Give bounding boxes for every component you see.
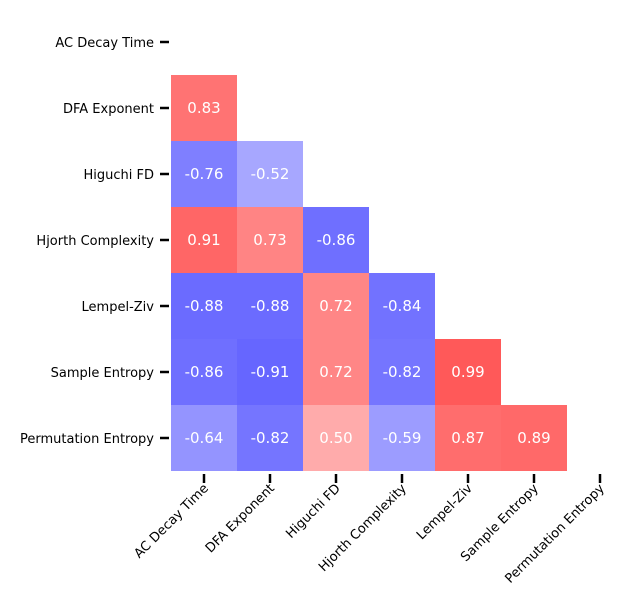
cell-value-label: -0.82 bbox=[383, 363, 422, 381]
cell-value-label: 0.91 bbox=[187, 231, 220, 249]
y-tick-label-ac-decay-time: AC Decay Time bbox=[55, 36, 154, 51]
heatmap-cell-higuchi-fd-vs-ac-decay-time bbox=[171, 141, 237, 207]
y-tick-label-dfa-exponent: DFA Exponent bbox=[63, 102, 154, 117]
cell-value-label: -0.88 bbox=[251, 297, 290, 315]
cell-value-label: 0.99 bbox=[451, 363, 484, 381]
x-tick-label-lempel-ziv: Lempel-Ziv bbox=[414, 481, 476, 543]
heatmap-cell-permutation-entropy-vs-lempel-ziv bbox=[435, 405, 501, 471]
heatmap-cell-permutation-entropy-vs-dfa-exponent bbox=[237, 405, 303, 471]
cell-value-label: -0.84 bbox=[383, 297, 422, 315]
heatmap-cell-permutation-entropy-vs-sample-entropy bbox=[501, 405, 567, 471]
heatmap-cell-lempel-ziv-vs-higuchi-fd bbox=[303, 273, 369, 339]
cell-value-label: 0.83 bbox=[187, 99, 220, 117]
y-axis: AC Decay Time DFA Exponent Higuchi FD Hjort… bbox=[20, 36, 169, 447]
x-tick-label-dfa-exponent: DFA Exponent bbox=[203, 481, 278, 556]
heatmap-cell-sample-entropy-vs-hjorth-complexity bbox=[369, 339, 435, 405]
y-tick-label-hjorth-complexity: Hjorth Complexity bbox=[36, 234, 154, 249]
heatmap-cell-permutation-entropy-vs-ac-decay-time bbox=[171, 405, 237, 471]
heatmap-cell-lempel-ziv-vs-dfa-exponent bbox=[237, 273, 303, 339]
heatmap-cells bbox=[171, 75, 567, 471]
heatmap-cell-higuchi-fd-vs-dfa-exponent bbox=[237, 141, 303, 207]
cell-value-label: -0.76 bbox=[185, 165, 224, 183]
heatmap-cell-labels: 0.83 -0.76 -0.52 0.91 0.73 -0.86 -0.88 -0.88 0.7… bbox=[185, 99, 551, 447]
cell-value-label: 0.73 bbox=[253, 231, 286, 249]
heatmap-cell-permutation-entropy-vs-higuchi-fd bbox=[303, 405, 369, 471]
heatmap-cell-sample-entropy-vs-higuchi-fd bbox=[303, 339, 369, 405]
cell-value-label: -0.59 bbox=[383, 429, 422, 447]
heatmap-cell-permutation-entropy-vs-hjorth-complexity bbox=[369, 405, 435, 471]
cell-value-label: -0.82 bbox=[251, 429, 290, 447]
cell-value-label: -0.88 bbox=[185, 297, 224, 315]
cell-value-label: 0.87 bbox=[451, 429, 484, 447]
cell-value-label: 0.50 bbox=[319, 429, 352, 447]
x-tick-label-higuchi-fd: Higuchi FD bbox=[283, 481, 343, 541]
cell-value-label: 0.89 bbox=[517, 429, 550, 447]
heatmap-cell-sample-entropy-vs-lempel-ziv bbox=[435, 339, 501, 405]
y-tick-label-sample-entropy: Sample Entropy bbox=[51, 366, 155, 381]
cell-value-label: -0.64 bbox=[185, 429, 224, 447]
cell-value-label: -0.52 bbox=[251, 165, 290, 183]
x-tick-label-ac-decay-time: AC Decay Time bbox=[131, 481, 211, 561]
heatmap-cell-dfa-exponent-vs-ac-decay-time bbox=[171, 75, 237, 141]
cell-value-label: 0.72 bbox=[319, 297, 352, 315]
y-tick-label-lempel-ziv: Lempel-Ziv bbox=[82, 300, 155, 315]
y-tick-label-permutation-entropy: Permutation Entropy bbox=[20, 432, 154, 447]
cell-value-label: -0.86 bbox=[317, 231, 356, 249]
heatmap-cell-hjorth-complexity-vs-higuchi-fd bbox=[303, 207, 369, 273]
cell-value-label: 0.72 bbox=[319, 363, 352, 381]
heatmap-cell-hjorth-complexity-vs-dfa-exponent bbox=[237, 207, 303, 273]
heatmap-cell-sample-entropy-vs-ac-decay-time bbox=[171, 339, 237, 405]
heatmap-cell-hjorth-complexity-vs-ac-decay-time bbox=[171, 207, 237, 273]
y-tick-label-higuchi-fd: Higuchi FD bbox=[84, 168, 155, 183]
heatmap-cell-lempel-ziv-vs-ac-decay-time bbox=[171, 273, 237, 339]
heatmap-cell-sample-entropy-vs-dfa-exponent bbox=[237, 339, 303, 405]
cell-value-label: -0.86 bbox=[185, 363, 224, 381]
cell-value-label: -0.91 bbox=[251, 363, 290, 381]
heatmap-cell-lempel-ziv-vs-hjorth-complexity bbox=[369, 273, 435, 339]
